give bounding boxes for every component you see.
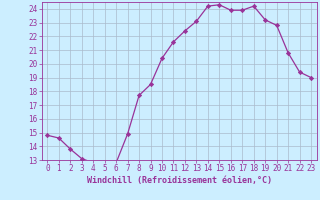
- X-axis label: Windchill (Refroidissement éolien,°C): Windchill (Refroidissement éolien,°C): [87, 176, 272, 185]
